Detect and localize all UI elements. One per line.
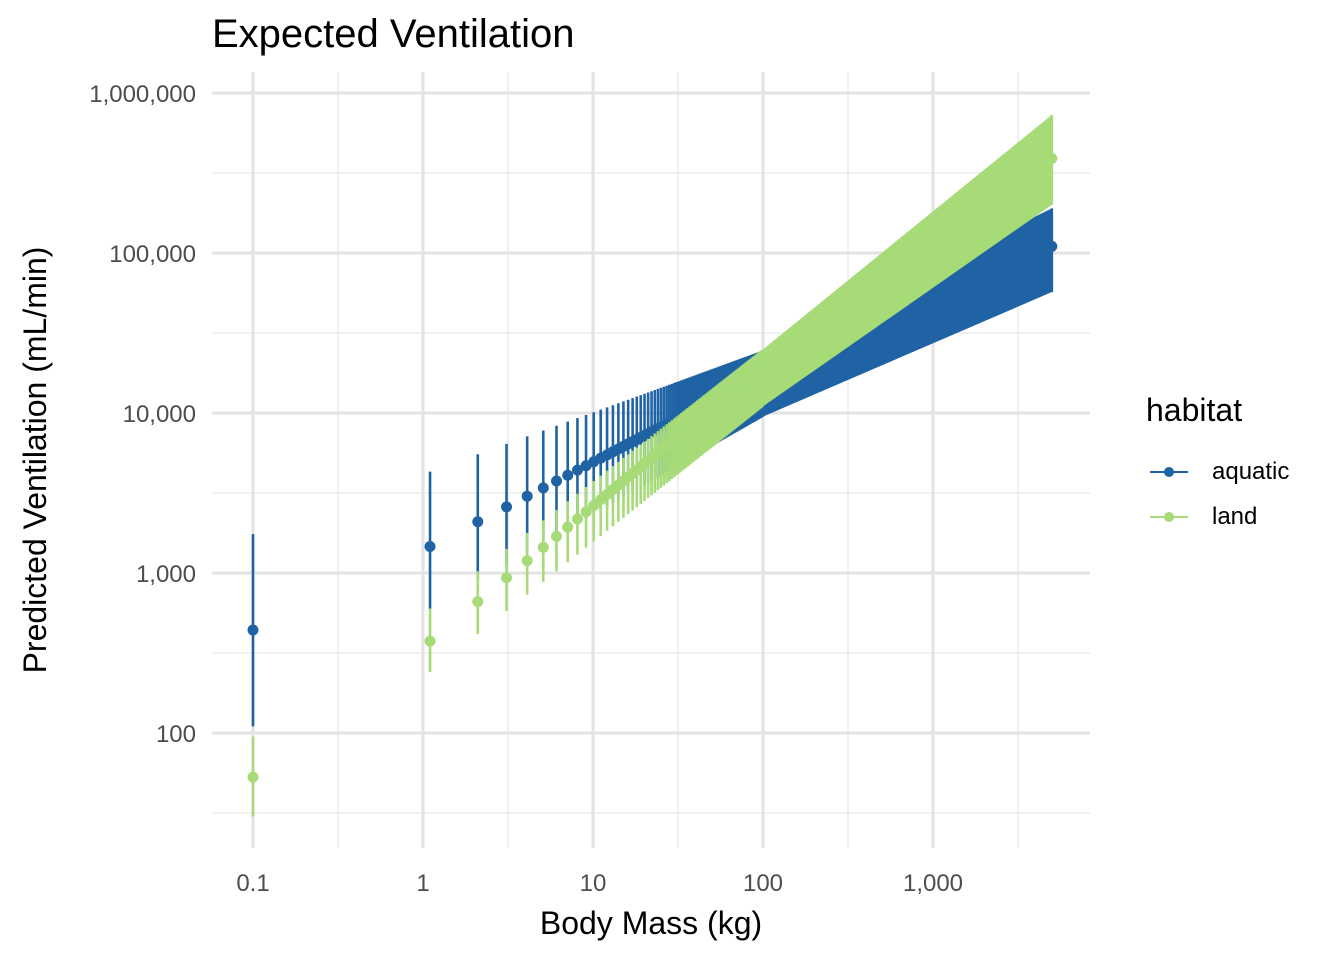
legend-label-land: land xyxy=(1212,503,1258,530)
point-land xyxy=(756,360,768,372)
chart-title: Expected Ventilation xyxy=(212,12,575,56)
legend-key-land xyxy=(1146,497,1192,537)
y-axis-ticks: 100 1,000 10,000 100,000 1,000,000 xyxy=(89,81,196,748)
point-aquatic xyxy=(551,475,563,487)
legend-dot-land xyxy=(1164,512,1174,522)
x-axis-title: Body Mass (kg) xyxy=(540,905,762,941)
point-land xyxy=(472,596,484,608)
point-aquatic xyxy=(501,501,513,513)
point-land xyxy=(521,555,533,567)
series-layer xyxy=(247,114,1058,817)
point-land xyxy=(571,513,583,525)
legend-label-aquatic: aquatic xyxy=(1212,458,1290,485)
x-tick-label: 1 xyxy=(416,870,429,897)
point-land xyxy=(247,771,259,783)
point-aquatic xyxy=(424,540,436,552)
y-axis-title: Predicted Ventilation (mL/min) xyxy=(17,247,53,674)
point-land xyxy=(501,572,513,584)
point-land xyxy=(562,521,574,533)
legend-item-aquatic: aquatic xyxy=(1146,452,1289,492)
legend-title: habitat xyxy=(1146,392,1243,428)
y-tick-label: 1,000,000 xyxy=(89,81,196,108)
point-land xyxy=(551,530,563,542)
legend-key-aquatic xyxy=(1146,452,1192,492)
point-land xyxy=(580,506,592,518)
y-tick-label: 100 xyxy=(156,721,196,748)
point-aquatic xyxy=(571,464,583,476)
x-tick-label: 10 xyxy=(580,870,607,897)
ci-band-land xyxy=(763,114,1052,407)
ci-band-aquatic xyxy=(763,208,1052,417)
legend-dot-aquatic xyxy=(1164,467,1174,477)
point-aquatic xyxy=(562,469,574,481)
x-tick-label: 100 xyxy=(743,870,783,897)
point-aquatic xyxy=(1046,240,1058,252)
point-aquatic xyxy=(247,624,259,636)
series-land xyxy=(247,114,1058,817)
point-land xyxy=(424,635,436,647)
x-tick-label: 0.1 xyxy=(236,870,269,897)
x-tick-label: 1,000 xyxy=(903,870,963,897)
x-axis-ticks: 0.1 1 10 100 1,000 xyxy=(236,870,963,897)
legend-item-land: land xyxy=(1146,497,1257,537)
y-tick-label: 10,000 xyxy=(123,401,196,428)
point-aquatic xyxy=(537,482,549,494)
point-land xyxy=(537,541,549,553)
point-land xyxy=(1046,152,1058,164)
y-tick-label: 1,000 xyxy=(136,561,196,588)
point-aquatic xyxy=(521,490,533,502)
point-aquatic xyxy=(472,516,484,528)
legend: habitat aquatic land xyxy=(1146,392,1289,530)
y-tick-label: 100,000 xyxy=(109,241,196,268)
